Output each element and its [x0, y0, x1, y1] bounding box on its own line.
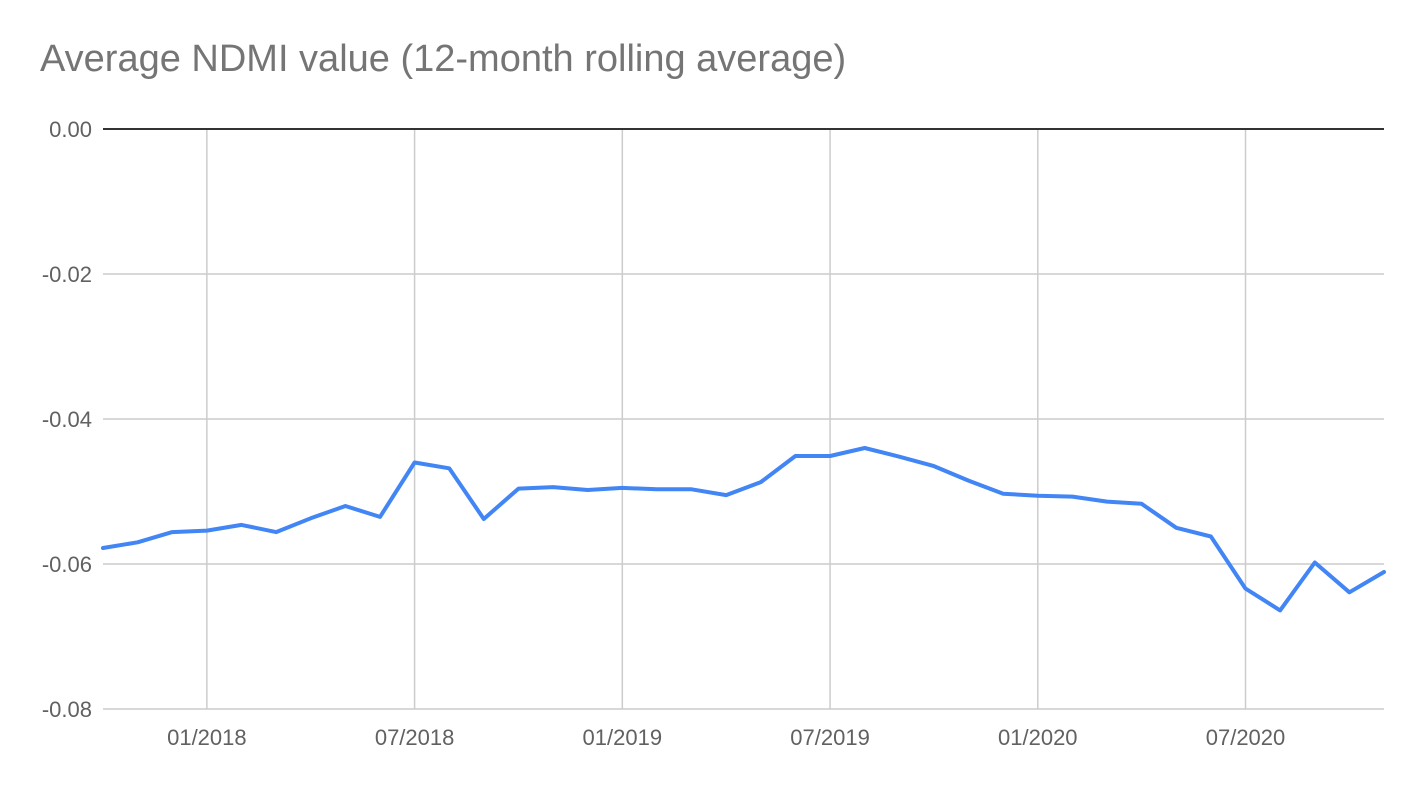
- y-axis-tick-labels: 0.00 -0.02 -0.04 -0.06 -0.08: [42, 117, 92, 722]
- y-tick-label: -0.08: [42, 697, 92, 722]
- chart-title: Average NDMI value (12-month rolling ave…: [40, 38, 847, 80]
- data-point: [1174, 526, 1178, 530]
- data-point: [136, 540, 140, 544]
- data-point: [724, 493, 728, 497]
- data-point: [1036, 494, 1040, 498]
- data-point: [413, 461, 417, 465]
- data-point: [1313, 561, 1317, 565]
- data-point: [482, 517, 486, 521]
- data-point: [793, 454, 797, 458]
- data-point: [1209, 534, 1213, 538]
- data-point: [1140, 502, 1144, 506]
- data-point: [205, 529, 209, 533]
- data-point: [1278, 608, 1282, 612]
- y-tick-label: -0.02: [42, 262, 92, 287]
- x-tick-label: 01/2019: [583, 725, 663, 750]
- data-point: [1382, 570, 1386, 574]
- x-axis-tick-labels: 01/2018 07/2018 01/2019 07/2019 01/2020 07/20…: [167, 725, 1285, 750]
- series-line: [101, 446, 1386, 613]
- data-point: [863, 446, 867, 450]
- data-point: [1001, 492, 1005, 496]
- data-point: [343, 504, 347, 508]
- data-point: [967, 479, 971, 483]
- x-tick-label: 07/2019: [790, 725, 870, 750]
- data-point: [101, 546, 105, 550]
- data-point: [897, 455, 901, 459]
- data-point: [274, 530, 278, 534]
- data-point: [378, 515, 382, 519]
- data-point: [1105, 500, 1109, 504]
- data-point: [828, 454, 832, 458]
- data-point: [447, 466, 451, 470]
- data-point: [551, 485, 555, 489]
- data-point: [759, 480, 763, 484]
- horizontal-gridlines: [103, 128, 1384, 710]
- x-tick-label: 07/2020: [1206, 725, 1286, 750]
- x-tick-label: 07/2018: [375, 725, 455, 750]
- x-tick-label: 01/2018: [167, 725, 247, 750]
- data-point: [516, 487, 520, 491]
- data-point: [309, 516, 313, 520]
- y-tick-label: -0.06: [42, 552, 92, 577]
- series-group: [101, 446, 1386, 613]
- data-point: [1347, 590, 1351, 594]
- data-point: [690, 487, 694, 491]
- data-point: [655, 487, 659, 491]
- data-point: [1244, 587, 1248, 591]
- y-tick-label: -0.04: [42, 407, 92, 432]
- data-point: [1070, 495, 1074, 499]
- data-point: [620, 486, 624, 490]
- data-point: [170, 530, 174, 534]
- data-point: [586, 488, 590, 492]
- x-tick-label: 01/2020: [998, 725, 1078, 750]
- data-point: [239, 523, 243, 527]
- y-tick-label: 0.00: [49, 117, 92, 142]
- data-point: [932, 464, 936, 468]
